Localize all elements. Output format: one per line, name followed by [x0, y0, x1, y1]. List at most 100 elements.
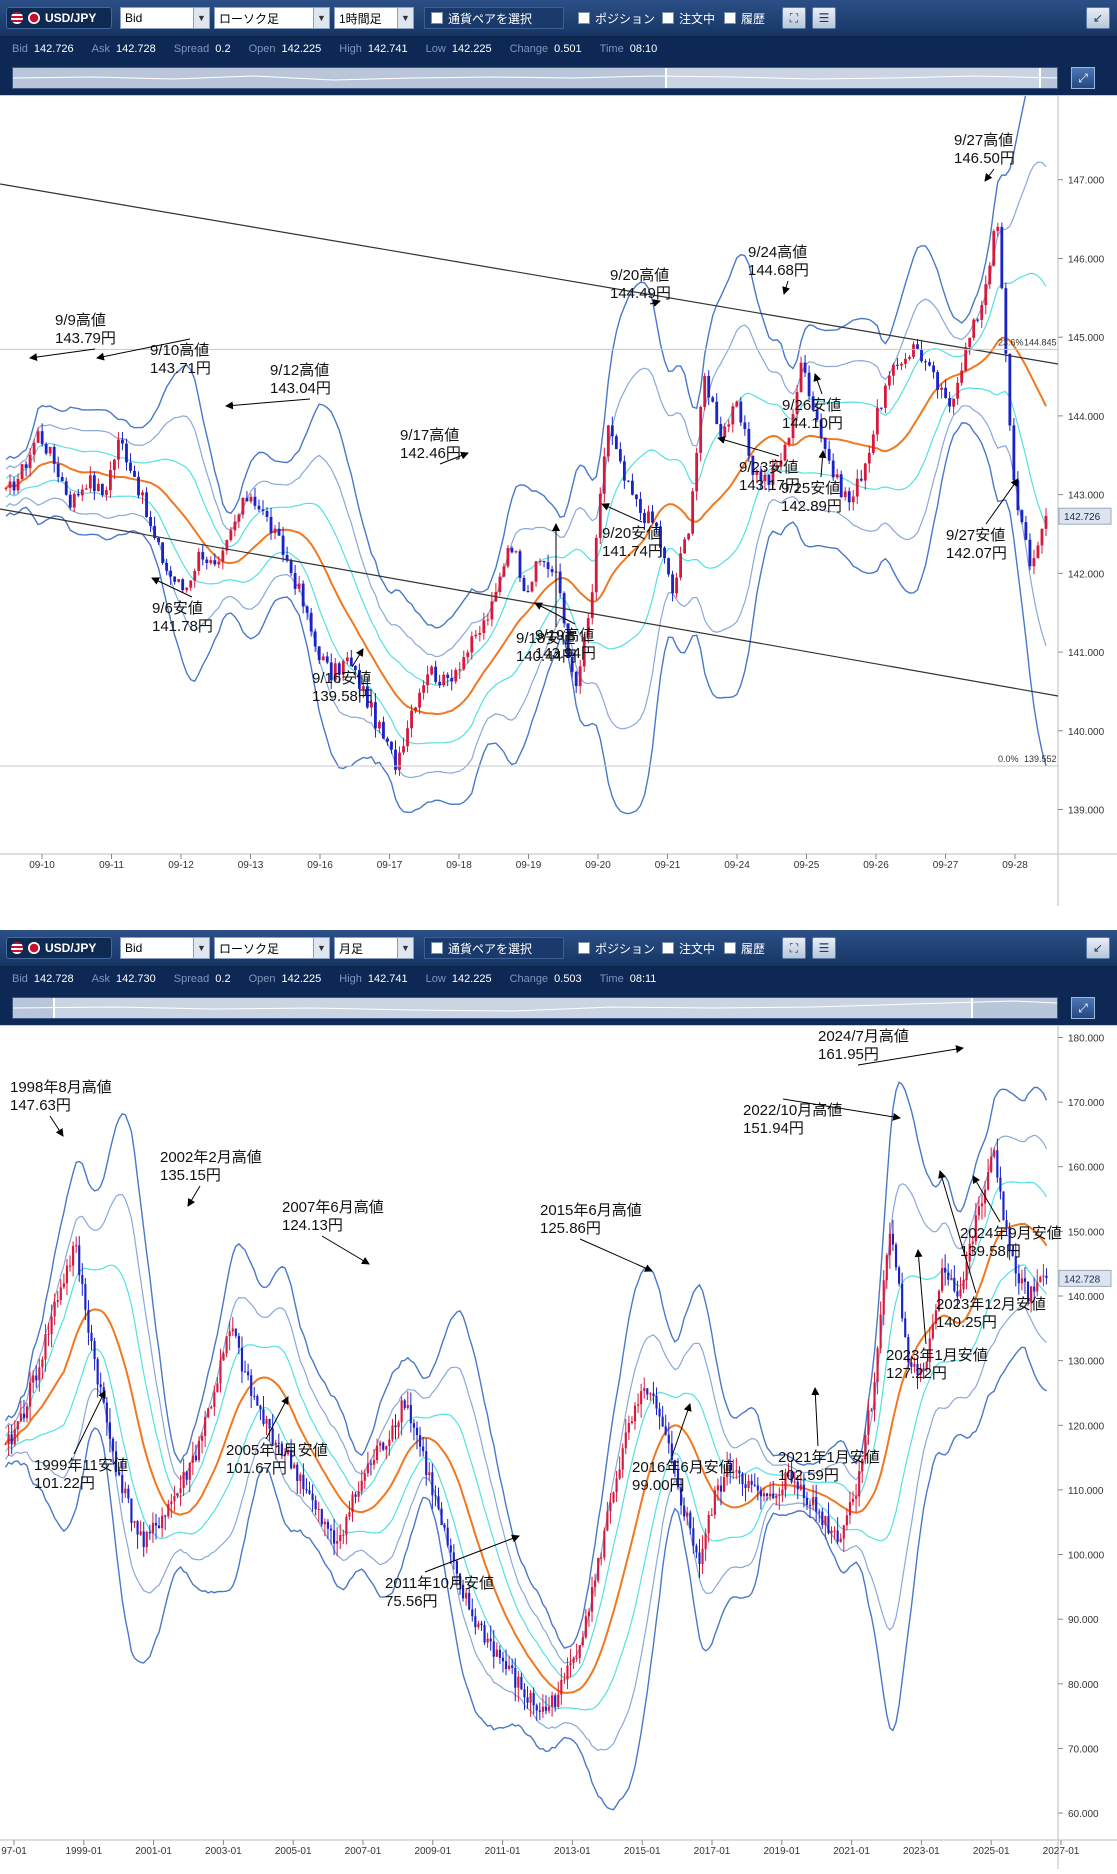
candle — [161, 1515, 164, 1529]
bollinger-band-upper-2sigma — [4, 1134, 1048, 1664]
collapse-button[interactable]: ↙ — [1086, 937, 1110, 959]
candle — [323, 1521, 326, 1525]
candle — [546, 562, 550, 570]
candle — [141, 492, 144, 496]
candle — [209, 560, 213, 563]
order-checkbox[interactable] — [662, 12, 674, 24]
chart-menu-button[interactable]: ☰ — [812, 7, 836, 29]
order-label: 注文中 — [679, 941, 716, 956]
candle — [465, 1592, 468, 1599]
candle — [640, 1391, 643, 1405]
timeframe-value: 1時間足 — [339, 11, 382, 26]
navigator-overview-line — [13, 75, 1057, 81]
ask-value: 142.730 — [116, 973, 156, 985]
order-checkbox[interactable] — [662, 942, 674, 954]
candle — [273, 528, 277, 533]
candle — [261, 509, 265, 511]
expand-button[interactable]: ⤢ — [1071, 997, 1095, 1019]
order-toggle[interactable]: 注文中 — [662, 937, 715, 959]
candle — [950, 1277, 953, 1280]
annotation-arrow — [938, 1170, 977, 1294]
candle — [1012, 425, 1016, 481]
chart-type-select[interactable]: ローソク足 ▼ — [214, 937, 330, 959]
candle — [425, 1451, 428, 1476]
monthly-chart-area[interactable]: 180.000 170.000 160.000 150.000 140.000 130.0… — [0, 1025, 1117, 1869]
navigator-track[interactable] — [12, 997, 1058, 1019]
annotation-label: 9/27高値 — [954, 132, 1013, 149]
candle — [418, 692, 421, 708]
candle — [302, 1474, 305, 1490]
candle — [727, 424, 731, 427]
x-tick-label: 2019-01 — [763, 1846, 800, 1857]
x-tick-label: 2013-01 — [554, 1846, 591, 1857]
candle — [52, 446, 56, 464]
candle — [36, 431, 40, 443]
candle — [686, 1512, 689, 1517]
candle — [164, 1515, 167, 1517]
currency-pair-badge[interactable]: USD/JPY — [6, 7, 112, 29]
candle — [667, 558, 670, 575]
navigator-track[interactable] — [12, 67, 1058, 89]
candle — [819, 419, 823, 438]
candle — [194, 1455, 197, 1461]
candle — [530, 581, 534, 592]
candle — [213, 1392, 216, 1407]
candle — [569, 1662, 572, 1666]
candle — [204, 1417, 207, 1437]
monthly-chart-svg[interactable]: 180.000 170.000 160.000 150.000 140.000 130.0… — [0, 1026, 1117, 1869]
chart-settings-button[interactable]: ⛶ — [782, 7, 806, 29]
history-toggle[interactable]: 履歴 — [724, 937, 765, 959]
checkbox[interactable] — [431, 942, 443, 954]
history-checkbox[interactable] — [724, 12, 736, 24]
navigator-range-handle[interactable] — [53, 998, 973, 1018]
collapse-button[interactable]: ↙ — [1086, 7, 1110, 29]
annotation-label: 2023年1月安値 — [886, 1347, 988, 1364]
chart-settings-button[interactable]: ⛶ — [782, 937, 806, 959]
hourly-chart-svg[interactable]: 147.000 146.000 145.000 144.000 143.000 142.0… — [0, 43, 1117, 906]
candle — [578, 1645, 581, 1658]
x-tick-label: 97-01 — [1, 1846, 27, 1857]
position-toggle[interactable]: ポジション — [578, 937, 655, 959]
candle — [635, 494, 638, 500]
candle — [1016, 480, 1020, 511]
timeframe-select[interactable]: 1時間足 ▼ — [334, 7, 414, 29]
annotation-arrow — [351, 648, 364, 668]
bollinger-band-upper-3sigma — [4, 1081, 1048, 1650]
chart-menu-button[interactable]: ☰ — [812, 937, 836, 959]
annotation-arrow — [671, 1403, 692, 1457]
chart-panel-hourly: USD/JPY Bid ▼ ローソク足 ▼ 1時間足 ▼ 通貨ペアを選択 ポジシ… — [0, 0, 1117, 906]
navigator-range-handle[interactable] — [665, 68, 1041, 88]
annotation-price: 144.49円 — [610, 285, 671, 302]
timeframe-select[interactable]: 月足 ▼ — [334, 937, 414, 959]
time-label: Time — [599, 43, 624, 55]
hourly-chart-area[interactable]: 147.000 146.000 145.000 144.000 143.000 142.0… — [0, 43, 1117, 906]
candle — [185, 587, 189, 591]
candle — [92, 475, 96, 492]
candle — [32, 1375, 35, 1383]
candle — [996, 1150, 999, 1178]
chart-type-select[interactable]: ローソク足 ▼ — [214, 7, 330, 29]
price-type-select[interactable]: Bid ▼ — [120, 7, 210, 29]
chart-type-value: ローソク足 — [219, 11, 280, 26]
history-checkbox[interactable] — [724, 942, 736, 954]
candle — [59, 1287, 62, 1301]
candle — [461, 1584, 465, 1599]
select-pair-button[interactable]: 通貨ペアを選択 — [424, 7, 564, 29]
position-toggle[interactable]: ポジション — [578, 7, 655, 29]
ask-label: Ask — [91, 973, 111, 985]
position-checkbox[interactable] — [578, 12, 590, 24]
history-toggle[interactable]: 履歴 — [724, 7, 765, 29]
price-type-select[interactable]: Bid ▼ — [120, 937, 210, 959]
order-toggle[interactable]: 注文中 — [662, 7, 715, 29]
select-pair-button[interactable]: 通貨ペアを選択 — [424, 937, 564, 959]
currency-pair-badge[interactable]: USD/JPY — [6, 937, 112, 959]
position-checkbox[interactable] — [578, 942, 590, 954]
expand-button[interactable]: ⤢ — [1071, 67, 1095, 89]
candle — [62, 1283, 65, 1288]
checkbox[interactable] — [431, 12, 443, 24]
candle — [466, 652, 470, 658]
candle — [551, 1695, 554, 1707]
candle — [348, 1512, 351, 1517]
price-type-value: Bid — [125, 941, 143, 955]
candle — [277, 1442, 280, 1444]
